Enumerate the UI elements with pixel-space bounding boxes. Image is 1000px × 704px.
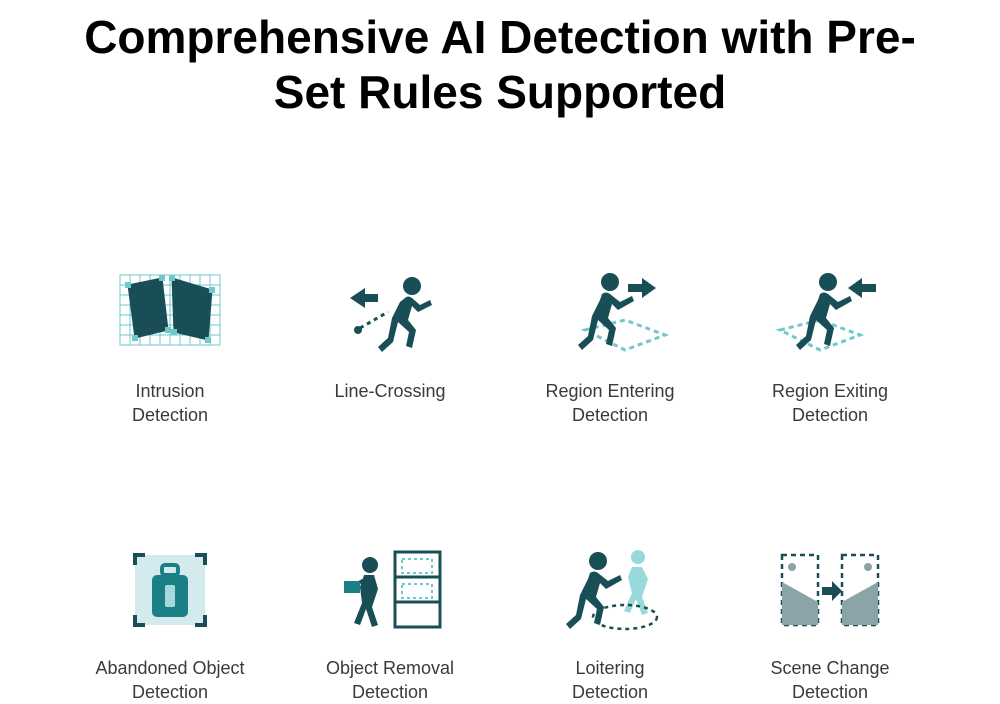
loitering-icon (550, 547, 670, 637)
region-exiting-icon (770, 270, 890, 360)
feature-object-removal: Object Removal Detection (290, 547, 490, 704)
feature-label: Intrusion Detection (132, 380, 208, 427)
feature-label: Abandoned Object Detection (95, 657, 244, 704)
feature-region-entering: Region Entering Detection (510, 270, 710, 427)
feature-label: Region Exiting Detection (772, 380, 888, 427)
feature-line-crossing: Line-Crossing (290, 270, 490, 427)
feature-label: Object Removal Detection (326, 657, 454, 704)
feature-label: Region Entering Detection (545, 380, 674, 427)
feature-label: Loitering Detection (572, 657, 648, 704)
scene-change-icon (770, 547, 890, 637)
feature-region-exiting: Region Exiting Detection (730, 270, 930, 427)
feature-abandoned-object: Abandoned Object Detection (70, 547, 270, 704)
feature-intrusion: Intrusion Detection (70, 270, 270, 427)
feature-loitering: Loitering Detection (510, 547, 710, 704)
page-title: Comprehensive AI Detection with Pre-Set … (75, 10, 925, 120)
feature-scene-change: Scene Change Detection (730, 547, 930, 704)
object-removal-icon (330, 547, 450, 637)
feature-label: Scene Change Detection (770, 657, 889, 704)
region-entering-icon (550, 270, 670, 360)
features-grid: Intrusion Detection (0, 270, 1000, 704)
abandoned-object-icon (110, 547, 230, 637)
line-crossing-icon (330, 270, 450, 360)
intrusion-icon (110, 270, 230, 360)
feature-label: Line-Crossing (334, 380, 445, 403)
